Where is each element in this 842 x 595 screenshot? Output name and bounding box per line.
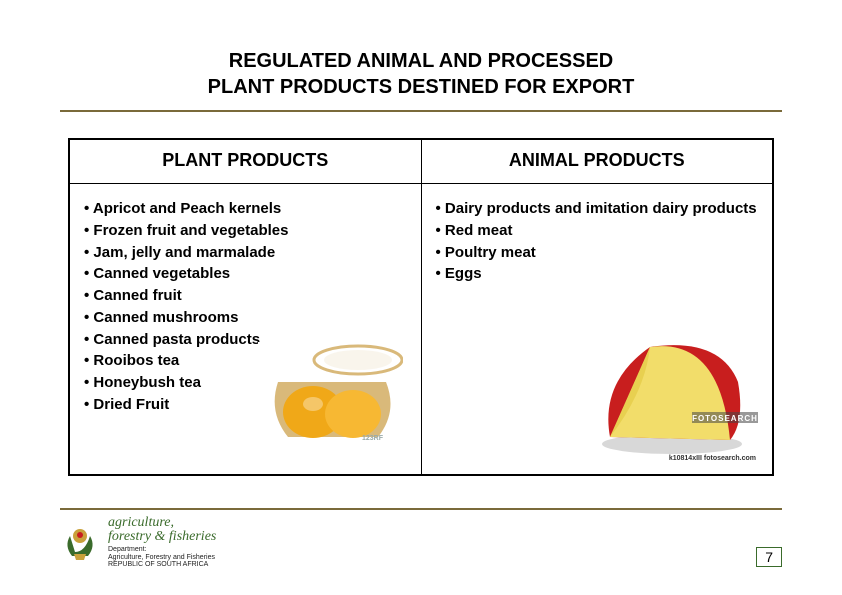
list-item: Dairy products and imitation dairy produ… [434,198,761,220]
dept-sub-3: REPUBLIC OF SOUTH AFRICA [108,561,208,568]
dept-line-2: forestry & fisheries [108,529,216,544]
list-item: Apricot and Peach kernels [82,198,409,220]
list-item: Frozen fruit and vegetables [82,220,409,242]
slide: REGULATED ANIMAL AND PROCESSED PLANT PRO… [0,0,842,595]
image-credit: k10814xIII fotosearch.com [669,455,756,462]
slide-title: REGULATED ANIMAL AND PROCESSED PLANT PRO… [60,48,782,100]
title-line-1: REGULATED ANIMAL AND PROCESSED [229,50,613,72]
list-item: Canned mushrooms [82,307,409,329]
list-item: Jam, jelly and marmalade [82,242,409,264]
cheese-wedge-image: FOTOSEARCH k10814xIII fotosearch.com [580,322,760,464]
title-line-2: PLANT PRODUCTS DESTINED FOR EXPORT [208,76,635,98]
list-item: Canned vegetables [82,263,409,285]
dept-sub-2: Agriculture, Forestry and Fisheries [108,554,215,561]
column-header-plant: PLANT PRODUCTS [70,140,421,184]
list-item: Poultry meat [434,242,761,264]
list-item: Red meat [434,220,761,242]
department-logo-block: agriculture, forestry & fisheries Depart… [60,516,782,569]
products-table: PLANT PRODUCTS ANIMAL PRODUCTS Apricot a… [68,138,774,476]
department-text: agriculture, forestry & fisheries Depart… [108,516,216,569]
plant-products-cell: Apricot and Peach kernels Frozen fruit a… [70,184,421,474]
dept-line-1: agriculture, [108,515,174,530]
animal-products-cell: Dairy products and imitation dairy produ… [421,184,772,474]
slide-footer: agriculture, forestry & fisheries Depart… [60,508,782,569]
coat-of-arms-icon [60,522,100,562]
list-item: Canned fruit [82,285,409,307]
title-divider [60,110,782,112]
watermark-text: 123RF [361,435,383,442]
list-item: Eggs [434,263,761,285]
dept-sub-1: Department: [108,546,147,553]
watermark-text: FOTOSEARCH [692,414,758,423]
canned-fruit-image: 123RF [258,342,403,444]
column-header-animal: ANIMAL PRODUCTS [421,140,772,184]
slide-number: 7 [756,547,782,567]
footer-divider [60,508,782,510]
